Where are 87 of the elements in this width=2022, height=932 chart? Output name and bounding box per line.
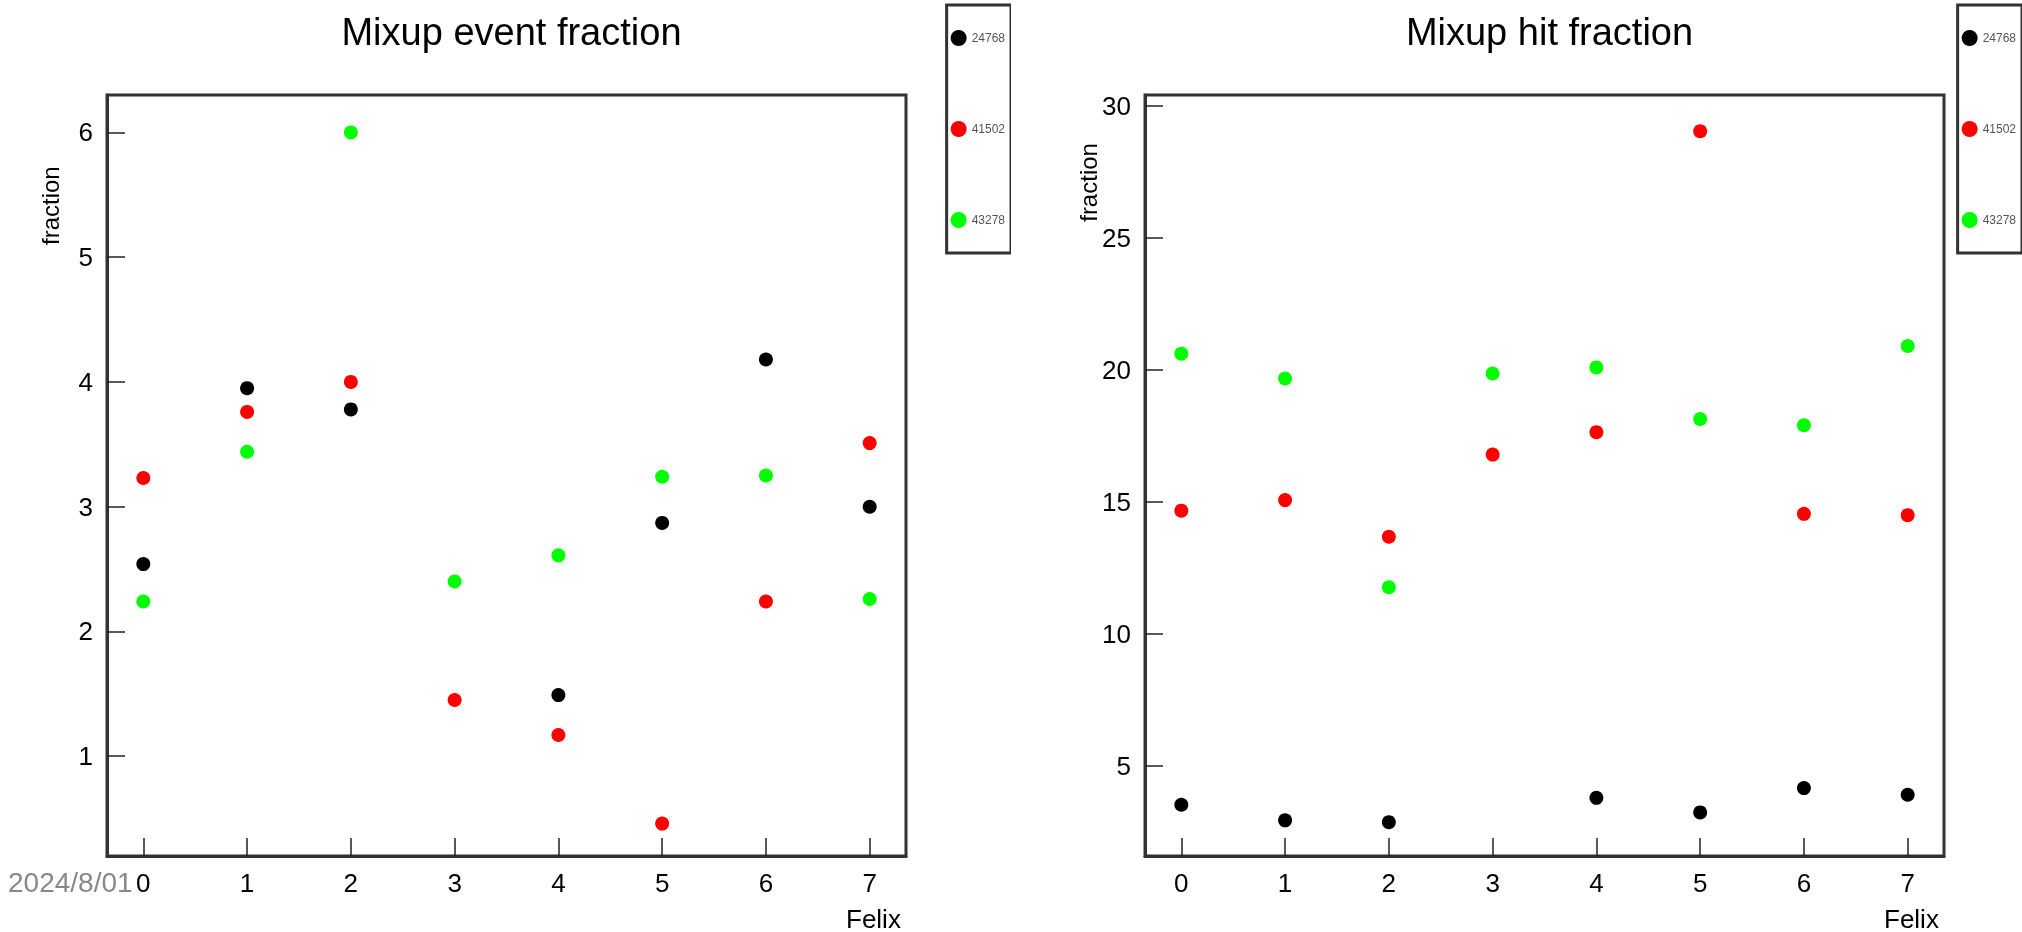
point [551,727,566,742]
x-axis-title: Felix [1884,904,1939,932]
point [343,402,358,417]
point [1485,447,1500,462]
y-tick-label: 30 [1102,90,1131,121]
x-tick-label: 0 [1174,868,1189,898]
y-tick-label: 6 [78,117,93,148]
x-tick-label: 1 [1277,868,1293,898]
x-tick-label: 7 [862,868,877,898]
chart-title: Mixup event fraction [341,11,682,53]
point [343,374,358,389]
y-tick-label: 20 [1102,354,1131,385]
x-tick-label: 7 [1900,868,1915,898]
y-tick-label: 25 [1102,222,1131,253]
point [862,436,877,451]
point [240,381,255,396]
point [240,444,255,459]
y-axis-title: fraction [36,166,64,245]
x-tick-label: 3 [1485,868,1500,898]
point [1900,787,1915,802]
x-tick-label: 4 [1589,868,1604,898]
point [1381,580,1396,595]
point [1381,815,1396,830]
point [1589,790,1604,805]
x-axis-title: Felix [846,904,901,932]
x-tick-label: 6 [1796,868,1812,898]
y-tick-label: 4 [78,366,93,397]
point [758,468,773,483]
legend-label: 24768 [971,31,1006,45]
point [343,125,358,140]
x-tick-label: 2 [343,868,359,898]
legend-label: 41502 [1982,122,2017,136]
y-axis-title: fraction [1074,143,1102,222]
y-tick-label: 2 [78,616,93,647]
point [655,469,670,484]
x-tick-label: 6 [758,868,774,898]
legend-label: 43278 [971,213,1006,227]
point [1485,366,1500,381]
point [447,693,462,708]
point [1278,493,1293,508]
legend-label: 43278 [1982,213,2017,227]
x-tick-label: 0 [136,868,151,898]
point [1174,346,1189,361]
y-tick-label: 3 [78,491,93,522]
legend-label: 41502 [971,122,1006,136]
point [136,557,151,572]
point [758,594,773,609]
point [1693,411,1708,426]
point [1796,418,1811,433]
x-tick-label: 3 [447,868,462,898]
y-tick-label: 5 [1116,751,1131,782]
point [1174,503,1189,518]
text: 2024/8/01 [8,866,133,898]
x-tick-label: 4 [551,868,566,898]
point [655,816,670,831]
point [1693,124,1708,139]
point [1589,425,1604,440]
point [1174,797,1189,812]
point [136,594,151,609]
point [1278,371,1293,386]
point [1900,508,1915,523]
y-tick-label: 10 [1102,619,1131,650]
x-tick-label: 1 [239,868,255,898]
y-tick-label: 15 [1102,486,1131,517]
point [758,352,773,367]
point [862,499,877,514]
point [1796,506,1811,521]
point [240,404,255,419]
point [1278,813,1293,828]
point [551,548,566,563]
point [447,574,462,589]
point [1381,529,1396,544]
legend-label: 24768 [1982,31,2017,45]
point [1796,781,1811,796]
point [1900,339,1915,354]
x-tick-label: 5 [654,868,670,898]
y-tick-label: 5 [78,242,93,273]
point [1693,805,1708,820]
point [551,688,566,703]
point [655,515,670,530]
point [136,471,151,485]
point [862,592,877,606]
x-tick-label: 5 [1692,868,1708,898]
chart-title: Mixup hit fraction [1405,11,1694,53]
y-tick-label: 1 [78,741,93,772]
x-tick-label: 2 [1381,868,1397,898]
point [1589,360,1604,375]
